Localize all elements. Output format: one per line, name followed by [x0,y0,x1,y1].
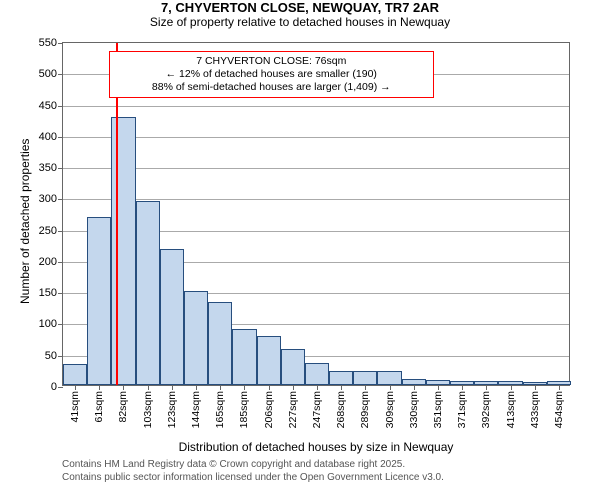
chart-plot-area: 7 CHYVERTON CLOSE: 76sqm← 12% of detache… [62,42,570,386]
x-tick-mark [148,385,149,390]
x-tick-label: 330sqm [408,391,420,428]
attribution-text: Contains HM Land Registry data © Crown c… [62,459,444,484]
y-gridline [63,168,569,169]
histogram-bar [305,363,329,385]
x-tick-mark [438,385,439,390]
chart-subtitle: Size of property relative to detached ho… [0,15,600,29]
x-tick-mark [365,385,366,390]
x-tick-label: 61sqm [93,391,105,423]
y-gridline [63,137,569,138]
attribution-line-1: Contains HM Land Registry data © Crown c… [62,459,444,472]
x-tick-mark [511,385,512,390]
y-tick-label: 200 [39,256,63,268]
histogram-bar [232,329,256,385]
histogram-bar [377,371,401,385]
x-tick-mark [293,385,294,390]
annotation-line: 88% of semi-detached houses are larger (… [116,81,427,94]
x-tick-label: 268sqm [335,391,347,428]
x-tick-label: 413sqm [505,391,517,428]
x-tick-label: 392sqm [480,391,492,428]
y-tick-label: 500 [39,68,63,80]
x-tick-label: 227sqm [287,391,299,428]
x-tick-mark [244,385,245,390]
annotation-line: ← 12% of detached houses are smaller (19… [116,68,427,81]
x-tick-mark [75,385,76,390]
attribution-line-2: Contains public sector information licen… [62,472,444,485]
histogram-bar [136,201,160,386]
y-tick-label: 100 [39,318,63,330]
x-axis-label: Distribution of detached houses by size … [62,440,570,454]
x-tick-mark [559,385,560,390]
x-tick-mark [390,385,391,390]
x-tick-label: 41sqm [69,391,81,423]
x-tick-label: 454sqm [553,391,565,428]
x-tick-label: 289sqm [359,391,371,428]
histogram-bar [160,249,184,385]
x-tick-label: 433sqm [529,391,541,428]
x-tick-mark [123,385,124,390]
x-tick-label: 103sqm [142,391,154,428]
x-tick-mark [99,385,100,390]
x-tick-label: 82sqm [117,391,129,423]
y-tick-label: 550 [39,37,63,49]
y-tick-label: 250 [39,225,63,237]
x-tick-mark [317,385,318,390]
x-tick-mark [341,385,342,390]
x-tick-label: 165sqm [214,391,226,428]
x-tick-label: 185sqm [238,391,250,428]
y-tick-label: 0 [51,381,63,393]
x-tick-mark [196,385,197,390]
x-tick-mark [414,385,415,390]
y-tick-label: 450 [39,100,63,112]
x-tick-label: 123sqm [166,391,178,428]
histogram-bar [87,217,111,385]
x-tick-mark [220,385,221,390]
histogram-bar [184,291,208,385]
histogram-bar [257,336,281,385]
histogram-bar [329,371,353,385]
y-axis-label: Number of detached properties [18,139,32,304]
x-tick-label: 309sqm [384,391,396,428]
y-gridline [63,106,569,107]
chart-title: 7, CHYVERTON CLOSE, NEWQUAY, TR7 2AR [0,0,600,15]
x-tick-label: 247sqm [311,391,323,428]
x-tick-label: 351sqm [432,391,444,428]
histogram-bar [281,349,305,385]
y-tick-label: 400 [39,131,63,143]
x-tick-mark [462,385,463,390]
histogram-bar [353,371,377,385]
x-tick-label: 206sqm [263,391,275,428]
x-tick-label: 144sqm [190,391,202,428]
y-tick-label: 50 [45,350,63,362]
y-tick-label: 150 [39,287,63,299]
histogram-bar [63,364,87,385]
plot-layer: 7 CHYVERTON CLOSE: 76sqm← 12% of detache… [63,43,569,385]
x-tick-mark [269,385,270,390]
histogram-bar [208,302,232,385]
annotation-box: 7 CHYVERTON CLOSE: 76sqm← 12% of detache… [109,51,434,98]
x-tick-mark [535,385,536,390]
y-tick-label: 350 [39,162,63,174]
y-tick-label: 300 [39,193,63,205]
x-tick-mark [172,385,173,390]
x-tick-mark [486,385,487,390]
annotation-line: 7 CHYVERTON CLOSE: 76sqm [116,55,427,68]
x-tick-label: 371sqm [456,391,468,428]
histogram-bar [111,117,135,385]
